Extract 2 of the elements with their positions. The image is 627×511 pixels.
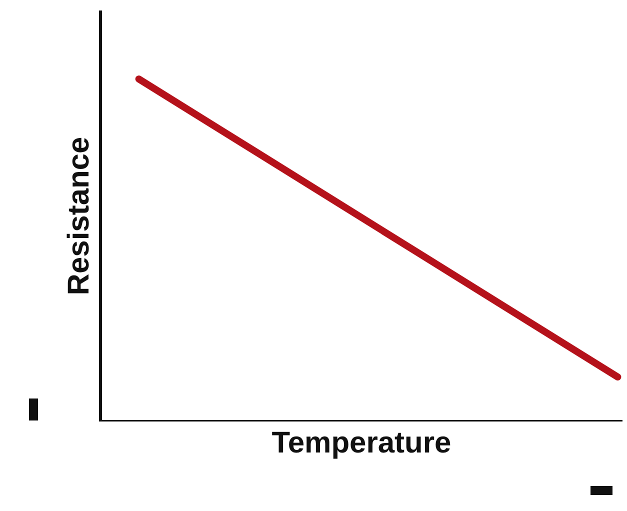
- x-axis-title: Temperature: [272, 426, 452, 460]
- y-axis-title: Resistance: [62, 136, 96, 296]
